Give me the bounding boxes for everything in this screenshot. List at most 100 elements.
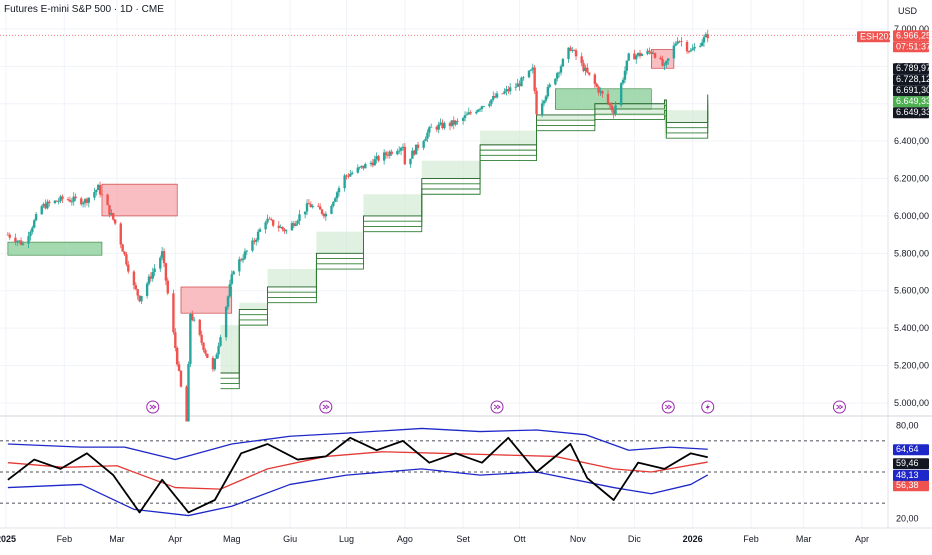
candle[interactable]	[635, 54, 638, 64]
candle[interactable]	[305, 199, 309, 216]
candle[interactable]	[46, 199, 49, 210]
candle[interactable]	[271, 219, 275, 228]
indicator-price-badge[interactable]: 6.691,30	[893, 85, 931, 97]
candle[interactable]	[492, 91, 495, 102]
candle[interactable]	[542, 99, 546, 107]
candle[interactable]	[399, 146, 403, 156]
candle[interactable]	[621, 77, 625, 86]
candle[interactable]	[508, 83, 512, 95]
candle[interactable]	[68, 196, 72, 203]
candle[interactable]	[245, 250, 249, 255]
candle[interactable]	[437, 121, 440, 134]
candle[interactable]	[228, 279, 232, 299]
candle[interactable]	[59, 194, 62, 204]
candle[interactable]	[145, 281, 149, 299]
candle[interactable]	[202, 342, 205, 353]
candle[interactable]	[93, 187, 96, 201]
candle[interactable]	[322, 212, 326, 219]
candle[interactable]	[369, 160, 373, 167]
candle[interactable]	[674, 41, 677, 47]
candle[interactable]	[356, 164, 360, 174]
lightning-icon[interactable]	[701, 400, 715, 414]
candle[interactable]	[318, 203, 322, 210]
candle[interactable]	[324, 211, 328, 221]
candle[interactable]	[258, 227, 262, 233]
candle[interactable]	[256, 229, 260, 243]
candle[interactable]	[132, 270, 136, 290]
candle[interactable]	[166, 277, 169, 296]
candle[interactable]	[429, 123, 433, 128]
candle[interactable]	[106, 193, 109, 206]
candle[interactable]	[559, 64, 563, 76]
candle[interactable]	[121, 243, 124, 252]
candle[interactable]	[334, 196, 337, 203]
candle[interactable]	[123, 251, 126, 257]
ticker-badge[interactable]: ESH2026	[857, 31, 899, 43]
candle[interactable]	[251, 237, 254, 253]
candle[interactable]	[162, 248, 166, 268]
candle[interactable]	[87, 197, 90, 208]
candle[interactable]	[176, 346, 179, 367]
candle[interactable]	[172, 289, 175, 335]
candle[interactable]	[191, 310, 194, 322]
candle[interactable]	[215, 352, 218, 359]
candle[interactable]	[625, 60, 629, 75]
candle[interactable]	[396, 148, 399, 156]
candle[interactable]	[454, 119, 457, 127]
candle[interactable]	[350, 170, 354, 176]
candle[interactable]	[706, 29, 709, 43]
candle[interactable]	[360, 165, 363, 169]
candle[interactable]	[96, 183, 100, 191]
candle[interactable]	[424, 136, 427, 142]
candle[interactable]	[298, 209, 301, 225]
candle[interactable]	[66, 197, 70, 202]
candle[interactable]	[113, 219, 117, 226]
candle[interactable]	[283, 227, 286, 234]
candle[interactable]	[540, 99, 544, 118]
candle[interactable]	[330, 204, 333, 215]
candle[interactable]	[153, 264, 156, 277]
candle[interactable]	[567, 47, 570, 63]
candle[interactable]	[343, 173, 346, 192]
candle[interactable]	[661, 55, 664, 67]
candle[interactable]	[285, 229, 288, 235]
candle[interactable]	[31, 225, 34, 235]
candle[interactable]	[296, 219, 299, 226]
candle[interactable]	[610, 102, 613, 113]
candle[interactable]	[294, 220, 297, 227]
candle[interactable]	[192, 316, 196, 322]
candle[interactable]	[411, 147, 414, 159]
candle[interactable]	[48, 199, 51, 207]
candle[interactable]	[495, 90, 499, 99]
candle[interactable]	[224, 305, 228, 341]
candle[interactable]	[253, 237, 256, 245]
candle[interactable]	[663, 62, 666, 71]
candle[interactable]	[382, 149, 386, 165]
candle[interactable]	[463, 111, 467, 122]
indicator-price-badge[interactable]: 6.789,97	[893, 63, 931, 75]
candle[interactable]	[85, 197, 89, 206]
candle[interactable]	[27, 231, 30, 249]
candle[interactable]	[281, 226, 284, 232]
candle[interactable]	[44, 199, 47, 210]
candle[interactable]	[42, 202, 45, 208]
candle[interactable]	[633, 49, 636, 60]
candle[interactable]	[612, 106, 615, 119]
candle[interactable]	[349, 169, 352, 178]
candle[interactable]	[557, 71, 561, 78]
candle[interactable]	[187, 361, 190, 422]
candle[interactable]	[198, 318, 201, 337]
indicator-price-badge[interactable]: 6.728,12	[893, 74, 931, 86]
last-price-badge[interactable]: 6.966,25	[893, 30, 931, 42]
candle[interactable]	[627, 52, 630, 62]
candle[interactable]	[693, 42, 696, 52]
candle[interactable]	[332, 201, 335, 208]
candle[interactable]	[140, 295, 143, 305]
candle[interactable]	[529, 69, 533, 72]
candle[interactable]	[403, 142, 407, 165]
candle[interactable]	[520, 76, 523, 87]
dividend-icon[interactable]	[490, 400, 504, 414]
candle[interactable]	[678, 40, 681, 43]
candle[interactable]	[685, 39, 689, 54]
candle[interactable]	[572, 49, 576, 52]
